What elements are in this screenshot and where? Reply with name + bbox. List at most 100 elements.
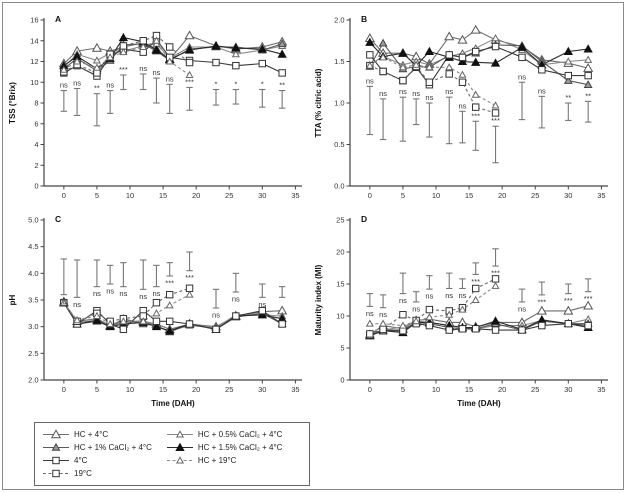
y-tick-label: 0.0 (334, 182, 344, 191)
error-bar (60, 90, 68, 112)
triangle-open-sm-marker-icon (73, 57, 82, 65)
triangle-filled-marker-icon (398, 48, 408, 57)
square-open-marker-icon (165, 43, 174, 51)
significance-label: ** (585, 91, 591, 100)
triangle-open-marker-icon (444, 31, 455, 41)
x-tick-label: 15 (159, 385, 167, 394)
square-open-marker-icon (425, 78, 434, 86)
y-tick-label: 4.0 (28, 269, 38, 278)
error-bar (518, 288, 526, 303)
significance-label: ns (73, 300, 81, 309)
significance-label: ns (139, 292, 147, 301)
square-open-marker-icon (52, 469, 60, 478)
square-open-marker-icon (518, 326, 526, 334)
triangle-filled-marker-icon (277, 49, 287, 58)
square-open-marker-icon (379, 325, 387, 334)
legend-label: HC + 1.5% CaCl₂ + 4°C (197, 443, 283, 452)
x-tick-label: 5 (95, 385, 99, 394)
triangle-open-sm-marker-icon (152, 309, 161, 317)
x-tick-label: 15 (465, 191, 473, 200)
square-open-marker-icon (538, 321, 546, 330)
significance-label: ns (412, 89, 420, 98)
triangle-open-sm-marker-icon (365, 61, 374, 69)
significance-label: ns (60, 297, 68, 306)
square-open-marker-icon (232, 61, 240, 70)
x-tick-label: 15 (465, 385, 473, 394)
triangle-open-sm-marker-icon (106, 53, 115, 61)
square-open-marker-icon (491, 326, 500, 334)
triangle-filled-marker-icon (490, 316, 501, 325)
triangle-open-sm-legend-icon (166, 430, 193, 438)
error-bar (60, 258, 68, 296)
significance-label: ns (106, 287, 114, 296)
error-bar (584, 100, 592, 123)
y-tick-label: 14 (30, 36, 38, 45)
y-tick-label: 0.5 (334, 140, 344, 149)
triangle-gray-marker-icon (563, 75, 573, 84)
triangle-open-sm-marker-icon (425, 313, 434, 321)
triangle-open-sm-marker-icon (491, 34, 500, 42)
triangle-filled-marker-icon (490, 58, 501, 67)
square-open-marker-icon (119, 325, 128, 334)
triangle-filled-marker-icon (151, 321, 162, 331)
triangle-filled-marker-icon (457, 56, 468, 65)
significance-label: ns (445, 87, 453, 96)
error-bar (492, 248, 499, 267)
panel-b-tta: 0.0 0.5 1.0 1.5 2.0 0 5 10 15 20 25 30 35 TTA (% citr… (312, 6, 618, 206)
square-open-marker-icon (471, 103, 480, 111)
square-open-marker-icon (366, 330, 374, 338)
x-tick-label: 30 (564, 191, 572, 200)
error-bar (518, 81, 526, 121)
error-bar (212, 88, 220, 106)
legend-label: 4°C (74, 456, 88, 465)
x-tick-label: 20 (498, 191, 506, 200)
significance-label: ** (279, 81, 285, 90)
significance-label: ** (565, 93, 571, 102)
y-tick-label: 8 (34, 99, 38, 108)
square-open-marker-icon (399, 76, 407, 85)
legend-label: HC + 0.5% CaCl₂ + 4°C (197, 430, 283, 439)
error-bar (412, 98, 420, 126)
legend-box: HC + 4°C HC + 1% CaCl₂ + 4°C 4°C 19°C HC + 0… (34, 422, 310, 486)
triangle-filled-marker-icon (165, 326, 175, 335)
significance-label: *** (584, 294, 593, 303)
chart-panel-B: 0.0 0.5 1.0 1.5 2.0 0 5 10 15 20 25 30 35 TTA (% citr… (314, 14, 608, 200)
triangle-open-marker-icon (91, 42, 102, 52)
significance-label: ns (412, 304, 420, 313)
legend-label: HC + 19°C (197, 456, 237, 465)
square-open-marker-icon (538, 66, 546, 74)
y-tick-label: 10 (336, 312, 344, 321)
triangle-open-sm-marker-icon (165, 301, 174, 309)
y-tick-label: 5.0 (28, 216, 38, 225)
significance-label: ns (73, 78, 81, 87)
square-open-marker-icon (185, 58, 194, 67)
error-bar (186, 86, 193, 111)
triangle-open-sm-marker-icon (152, 36, 161, 44)
significance-label: ns (232, 295, 240, 304)
square-open-marker-icon (212, 58, 220, 67)
square-open-marker-icon (425, 321, 434, 330)
x-tick-label: 25 (225, 191, 233, 200)
triangle-filled-marker-icon (365, 37, 375, 46)
triangle-open-sm-marker-icon (92, 63, 101, 71)
error-bar (278, 286, 286, 298)
square-open-marker-icon (165, 317, 174, 326)
error-bar (106, 264, 114, 285)
legend-item: HC + 19°C (166, 454, 283, 467)
triangle-open-sm-marker-icon (59, 65, 68, 73)
y-tick-label: 1.0 (334, 99, 344, 108)
x-tick-label: 0 (62, 191, 66, 200)
y-tick-label: 2 (34, 161, 38, 170)
triangle-open-sm-marker-icon (398, 321, 407, 329)
significance-label: *** (165, 279, 174, 288)
significance-label: *** (537, 297, 546, 306)
legend-item: 19°C (42, 467, 152, 480)
significance-label: ns (106, 81, 114, 90)
series-line (369, 56, 496, 106)
error-bar (492, 125, 499, 164)
significance-label: ns (425, 292, 433, 301)
y-axis-label: TSS (°Brix) (8, 82, 17, 124)
error-bar (212, 288, 220, 309)
significance-label: ns (139, 64, 147, 73)
